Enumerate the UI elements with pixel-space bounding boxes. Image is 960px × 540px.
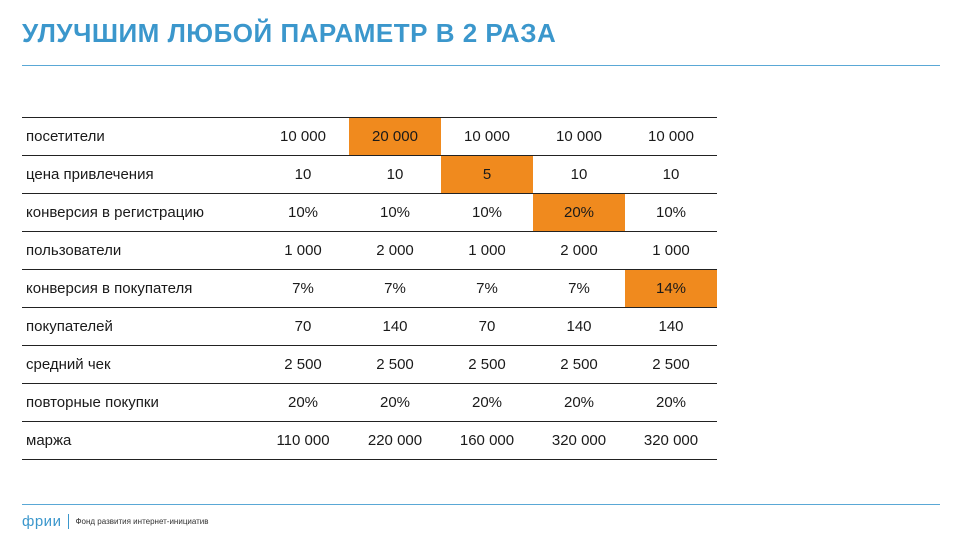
table-cell: 320 000 [551, 432, 607, 449]
table-cell: 10 [570, 166, 588, 183]
table-cell: 220 000 [367, 432, 423, 449]
table-cell: 10% [471, 204, 503, 221]
table-cell: 1 000 [468, 242, 506, 259]
row-label: маржа [26, 432, 72, 449]
row-label: конверсия в регистрацию [26, 204, 204, 221]
table-cell: 10% [655, 204, 687, 221]
table-cell: 2 500 [652, 356, 690, 373]
table-cell: 2 500 [284, 356, 322, 373]
table-row: средний чек 2 500 2 500 2 500 2 500 2 50… [22, 345, 717, 384]
footer-divider [22, 504, 940, 505]
highlighted-cell: 5 [441, 155, 533, 194]
row-label: покупателей [26, 318, 113, 335]
table-cell: 10% [379, 204, 411, 221]
row-label: цена привлечения [26, 166, 154, 183]
table-cell: 10 000 [280, 128, 326, 145]
table-row: цена привлечения 10 10 5 10 10 [22, 155, 717, 194]
table-cell: 20% [471, 394, 503, 411]
table-cell: 70 [478, 318, 496, 335]
highlighted-cell: 20% [533, 193, 625, 232]
table-row: конверсия в регистрацию 10% 10% 10% 20% … [22, 193, 717, 232]
table-cell: 140 [658, 318, 684, 335]
table-cell: 10% [287, 204, 319, 221]
logo: фрии [22, 512, 62, 530]
table-cell: 7% [384, 280, 406, 297]
table-row: пользователи 1 000 2 000 1 000 2 000 1 0… [22, 231, 717, 270]
table-cell: 10 [294, 166, 312, 183]
table-cell: 20% [379, 394, 411, 411]
comparison-table: посетители 10 000 20 000 10 000 10 000 1… [22, 117, 717, 460]
table-cell: 20% [655, 394, 687, 411]
title-divider [22, 65, 940, 66]
table-cell: 1 000 [284, 242, 322, 259]
table-cell: 320 000 [643, 432, 699, 449]
highlighted-cell: 14% [625, 269, 717, 308]
table-cell: 10 000 [464, 128, 510, 145]
footer: фрии Фонд развития интернет-инициатив [22, 512, 209, 530]
row-label: конверсия в покупателя [26, 280, 193, 297]
table-cell: 2 500 [560, 356, 598, 373]
row-label: посетители [26, 128, 105, 145]
table-cell: 2 000 [376, 242, 414, 259]
table-cell: 10 000 [556, 128, 602, 145]
table-row: маржа 110 000 220 000 160 000 320 000 32… [22, 421, 717, 460]
table-cell: 2 500 [468, 356, 506, 373]
table-row: конверсия в покупателя 7% 7% 7% 7% 14% [22, 269, 717, 308]
table-cell: 1 000 [652, 242, 690, 259]
row-label: средний чек [26, 356, 111, 373]
footer-tagline: Фонд развития интернет-инициатив [75, 516, 209, 526]
table-cell: 140 [566, 318, 592, 335]
page-title: УЛУЧШИМ ЛЮБОЙ ПАРАМЕТР В 2 РАЗА [22, 18, 557, 48]
table-cell: 10 000 [648, 128, 694, 145]
table-cell: 7% [476, 280, 498, 297]
table-body: посетители 10 000 20 000 10 000 10 000 1… [22, 117, 717, 460]
table-cell: 110 000 [276, 432, 330, 449]
table-cell: 140 [382, 318, 408, 335]
table-cell: 10 [386, 166, 404, 183]
table-cell: 160 000 [459, 432, 515, 449]
row-label: повторные покупки [26, 394, 159, 411]
table-cell: 10 [662, 166, 680, 183]
table-row: повторные покупки 20% 20% 20% 20% 20% [22, 383, 717, 422]
table-cell: 2 000 [560, 242, 598, 259]
table-row: покупателей 70 140 70 140 140 [22, 307, 717, 346]
table-cell: 70 [294, 318, 312, 335]
table-cell: 7% [568, 280, 590, 297]
table-cell: 2 500 [376, 356, 414, 373]
highlighted-cell: 20 000 [349, 117, 441, 156]
row-label: пользователи [26, 242, 122, 259]
table-cell: 20% [287, 394, 319, 411]
table-cell: 20% [563, 394, 595, 411]
table-row: посетители 10 000 20 000 10 000 10 000 1… [22, 117, 717, 156]
table-cell: 7% [292, 280, 314, 297]
logo-separator [68, 513, 70, 529]
